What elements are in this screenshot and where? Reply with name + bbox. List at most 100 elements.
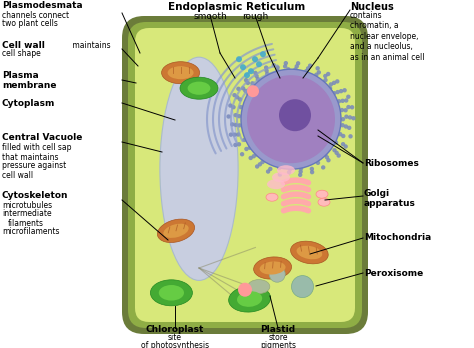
Circle shape [238, 105, 243, 109]
Circle shape [299, 169, 303, 174]
Text: site: site [168, 333, 182, 342]
Circle shape [260, 160, 264, 164]
Circle shape [348, 134, 353, 139]
Text: Peroxisome: Peroxisome [364, 269, 423, 277]
Circle shape [314, 72, 319, 77]
Ellipse shape [266, 193, 278, 201]
Ellipse shape [267, 179, 285, 189]
Circle shape [258, 162, 262, 166]
Text: Plasmodesmata: Plasmodesmata [2, 0, 82, 9]
Ellipse shape [316, 190, 328, 198]
Ellipse shape [318, 198, 330, 206]
Circle shape [232, 93, 237, 97]
Circle shape [235, 95, 239, 100]
Circle shape [237, 123, 242, 128]
Circle shape [232, 133, 237, 137]
Ellipse shape [188, 81, 210, 95]
Circle shape [302, 72, 307, 76]
Circle shape [339, 89, 343, 93]
Circle shape [328, 86, 332, 90]
Text: membrane: membrane [2, 80, 56, 89]
Ellipse shape [291, 241, 328, 264]
Circle shape [272, 63, 276, 67]
Circle shape [236, 87, 241, 91]
Text: two plant cells: two plant cells [2, 18, 58, 27]
Circle shape [260, 51, 266, 57]
Circle shape [343, 108, 348, 112]
Text: Central Vacuole: Central Vacuole [2, 134, 82, 142]
Circle shape [316, 161, 320, 165]
Circle shape [238, 283, 252, 297]
Circle shape [283, 61, 288, 65]
Circle shape [287, 170, 292, 174]
Text: Cytoplasm: Cytoplasm [2, 98, 55, 108]
Circle shape [227, 114, 231, 119]
Circle shape [315, 158, 319, 162]
Circle shape [252, 154, 256, 158]
Circle shape [255, 152, 259, 157]
Circle shape [275, 69, 280, 73]
Circle shape [347, 126, 351, 130]
Text: Cytoskeleton: Cytoskeleton [2, 191, 69, 200]
Circle shape [266, 75, 270, 79]
Circle shape [247, 85, 259, 97]
Circle shape [325, 155, 329, 159]
Ellipse shape [160, 57, 238, 280]
Circle shape [340, 123, 345, 127]
Text: Chloroplast: Chloroplast [146, 325, 204, 334]
Circle shape [253, 71, 257, 75]
Text: Ribosomes: Ribosomes [364, 158, 419, 167]
Circle shape [326, 72, 330, 76]
Circle shape [337, 153, 341, 158]
Circle shape [344, 98, 348, 103]
Circle shape [351, 116, 356, 120]
Circle shape [299, 166, 303, 171]
Circle shape [269, 266, 285, 282]
Circle shape [265, 72, 269, 76]
Circle shape [338, 132, 342, 136]
Circle shape [240, 152, 244, 156]
Circle shape [323, 78, 328, 82]
Circle shape [256, 61, 262, 67]
Circle shape [241, 69, 341, 169]
Circle shape [292, 276, 313, 298]
Circle shape [308, 63, 312, 68]
Text: Plastid: Plastid [260, 325, 296, 334]
Text: Nucleus: Nucleus [350, 2, 394, 12]
Text: maintains: maintains [70, 40, 110, 49]
Text: cell shape: cell shape [2, 49, 41, 58]
Circle shape [323, 74, 328, 78]
Circle shape [342, 88, 347, 93]
Circle shape [247, 75, 335, 163]
Circle shape [228, 103, 233, 108]
Circle shape [233, 143, 237, 147]
Circle shape [269, 160, 273, 165]
Circle shape [335, 79, 339, 84]
Circle shape [255, 74, 259, 78]
Circle shape [234, 123, 238, 127]
Text: that maintains: that maintains [2, 152, 58, 161]
Circle shape [236, 56, 242, 62]
Circle shape [344, 144, 348, 149]
Circle shape [310, 170, 314, 174]
Circle shape [350, 105, 354, 110]
Circle shape [275, 65, 280, 70]
Circle shape [335, 151, 339, 155]
Text: Mitochondria: Mitochondria [364, 234, 431, 243]
Text: microfilaments: microfilaments [2, 228, 60, 237]
Text: apparatus: apparatus [364, 198, 416, 207]
Text: of photosynthesis: of photosynthesis [141, 340, 209, 348]
Ellipse shape [302, 87, 325, 102]
Text: cell wall: cell wall [2, 171, 33, 180]
Circle shape [328, 82, 333, 87]
Circle shape [240, 64, 246, 70]
Ellipse shape [295, 82, 333, 106]
Circle shape [244, 72, 250, 78]
Circle shape [293, 67, 298, 72]
Ellipse shape [180, 77, 218, 99]
Circle shape [332, 91, 337, 95]
Text: Endoplasmic Reticulum: Endoplasmic Reticulum [168, 2, 306, 12]
Circle shape [278, 172, 282, 177]
Circle shape [246, 91, 250, 95]
Circle shape [260, 78, 264, 82]
